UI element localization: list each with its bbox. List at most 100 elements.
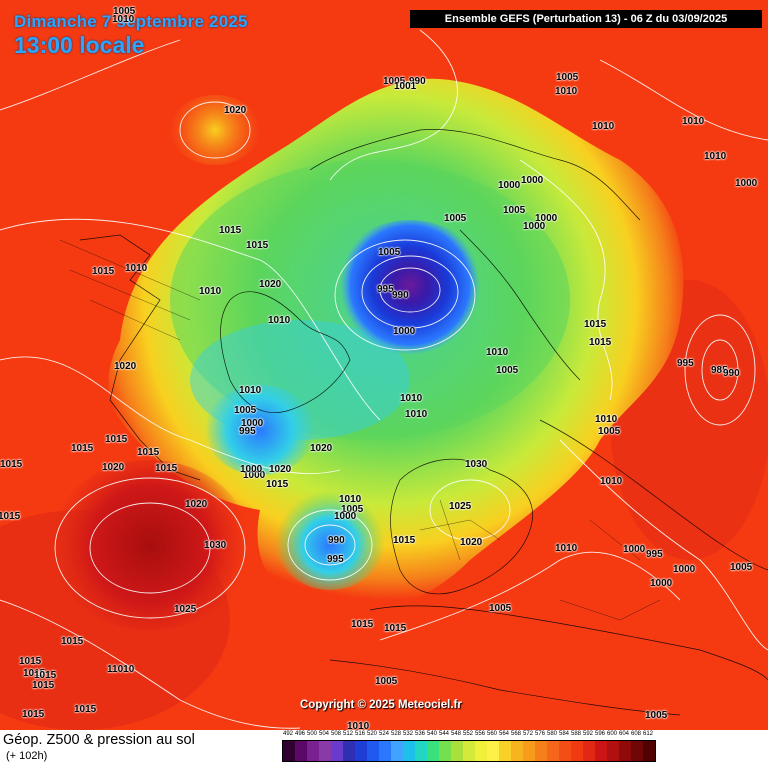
pressure-label: 1001 [394,81,417,92]
pressure-label: 1015 [23,668,46,679]
pressure-label: 1005 [383,76,406,87]
color-scale-swatch [535,741,547,761]
color-scale-swatch [571,741,583,761]
pressure-label: 1010 [199,286,222,297]
pressure-label: 1000 [673,564,696,575]
pressure-label: 995 [239,426,256,437]
pressure-label: 1015 [351,619,374,630]
pressure-label: 1005 [375,676,398,687]
pressure-label: 1010 [595,414,618,425]
pressure-label: 1015 [92,266,115,277]
pressure-label: 1000 [523,221,546,232]
color-scale-tick: 552 [462,731,473,737]
color-scale-tick: 608 [630,731,641,737]
pressure-label: 1010 [125,263,148,274]
color-scale-swatch [607,741,619,761]
pressure-label: 1020 [185,499,208,510]
pressure-label: 1000 [334,511,357,522]
subtropical-high [50,460,250,630]
color-scale-swatch [559,741,571,761]
color-scale-tick: 504 [318,731,329,737]
pressure-label: 1015 [0,459,23,470]
pressure-label: 1000 [623,544,646,555]
weather-map: Dimanche 7 septembre 2025 13:00 locale E… [0,0,768,730]
pressure-label: 1010 [112,14,135,25]
pressure-label: 1010 [239,385,262,396]
pressure-label: 1020 [310,443,333,454]
pressure-label: 1000 [521,175,544,186]
pressure-label: 1015 [219,225,242,236]
color-scale-swatch [511,741,523,761]
color-scale-swatch [643,741,655,761]
pressure-label: 1015 [266,479,289,490]
color-scale-swatch [619,741,631,761]
pressure-label: 1020 [114,361,137,372]
color-scale-tick: 536 [414,731,425,737]
run-info-box: Ensemble GEFS (Perturbation 13) - 06 Z d… [410,10,762,28]
pressure-label: 1000 [498,180,521,191]
color-scale-tick: 580 [546,731,557,737]
pressure-label: 1005 [378,247,401,258]
color-scale-tick: 592 [582,731,593,737]
blue-lobe [205,385,315,475]
pressure-label: 1010 [704,151,727,162]
color-scale-swatch [439,741,451,761]
isobars [0,29,768,729]
pressure-label: 1010 [400,393,423,404]
color-scale-tick: 496 [294,731,305,737]
pressure-label: 1015 [246,240,269,251]
color-scale-swatch [475,741,487,761]
color-scale-swatch [631,741,643,761]
pressure-label: 1000 [243,470,266,481]
pressure-label: 1025 [174,604,197,615]
pressure-label: 1015 [155,463,178,474]
color-scale-swatch [583,741,595,761]
pressure-label: 1015 [74,704,97,715]
color-scale-tick: 528 [390,731,401,737]
pressure-label: 1005 [730,562,753,573]
pressure-label: 1000 [241,418,264,429]
color-scale-swatch [283,741,295,761]
pressure-label: 1010 [347,721,370,730]
color-scale-bars [282,740,656,762]
pressure-label: 1005 [598,426,621,437]
pressure-label: 1020 [259,279,282,290]
pressure-label: 990 [723,368,740,379]
pressure-label: 1010 [339,494,362,505]
polar-low [330,220,490,360]
pressure-label: 11010 [107,664,135,675]
atlantic-low [275,490,385,590]
color-scale-tick: 532 [402,731,413,737]
pressure-label: 1005 [341,504,364,515]
color-scale-swatch [307,741,319,761]
pressure-label: 1010 [268,315,291,326]
pressure-label: 995 [327,554,344,565]
color-scale-tick: 556 [474,731,485,737]
pressure-label: 1015 [22,709,45,720]
color-scale-tick: 516 [354,731,365,737]
color-scale-swatch [319,741,331,761]
color-scale-swatch [499,741,511,761]
color-scale-tick: 548 [450,731,461,737]
pressure-label: 1015 [137,447,160,458]
pressure-label: 1000 [735,178,758,189]
copyright-label: Copyright © 2025 Meteociel.fr [300,699,462,711]
pressure-label: 1000 [650,578,673,589]
color-scale-tick: 584 [558,731,569,737]
pressure-label: 990 [392,290,409,301]
color-scale-tick: 544 [438,731,449,737]
pressure-label: 990 [328,535,345,546]
pressure-label: 1015 [71,443,94,454]
pressure-label: 1015 [384,623,407,634]
pressure-label: 1015 [105,434,128,445]
local-time-title: 13:00 locale [14,32,145,58]
pressure-label: 1010 [600,476,623,487]
color-scale-swatch [547,741,559,761]
color-scale-tick: 576 [534,731,545,737]
pressure-label: 985 [711,365,728,376]
color-scale-tick: 604 [618,731,629,737]
legend-panel: Géop. Z500 & pression au sol (+ 102h) 49… [0,730,768,768]
color-scale-tick: 596 [594,731,605,737]
pacific-high [170,95,260,165]
color-scale-swatch [355,741,367,761]
